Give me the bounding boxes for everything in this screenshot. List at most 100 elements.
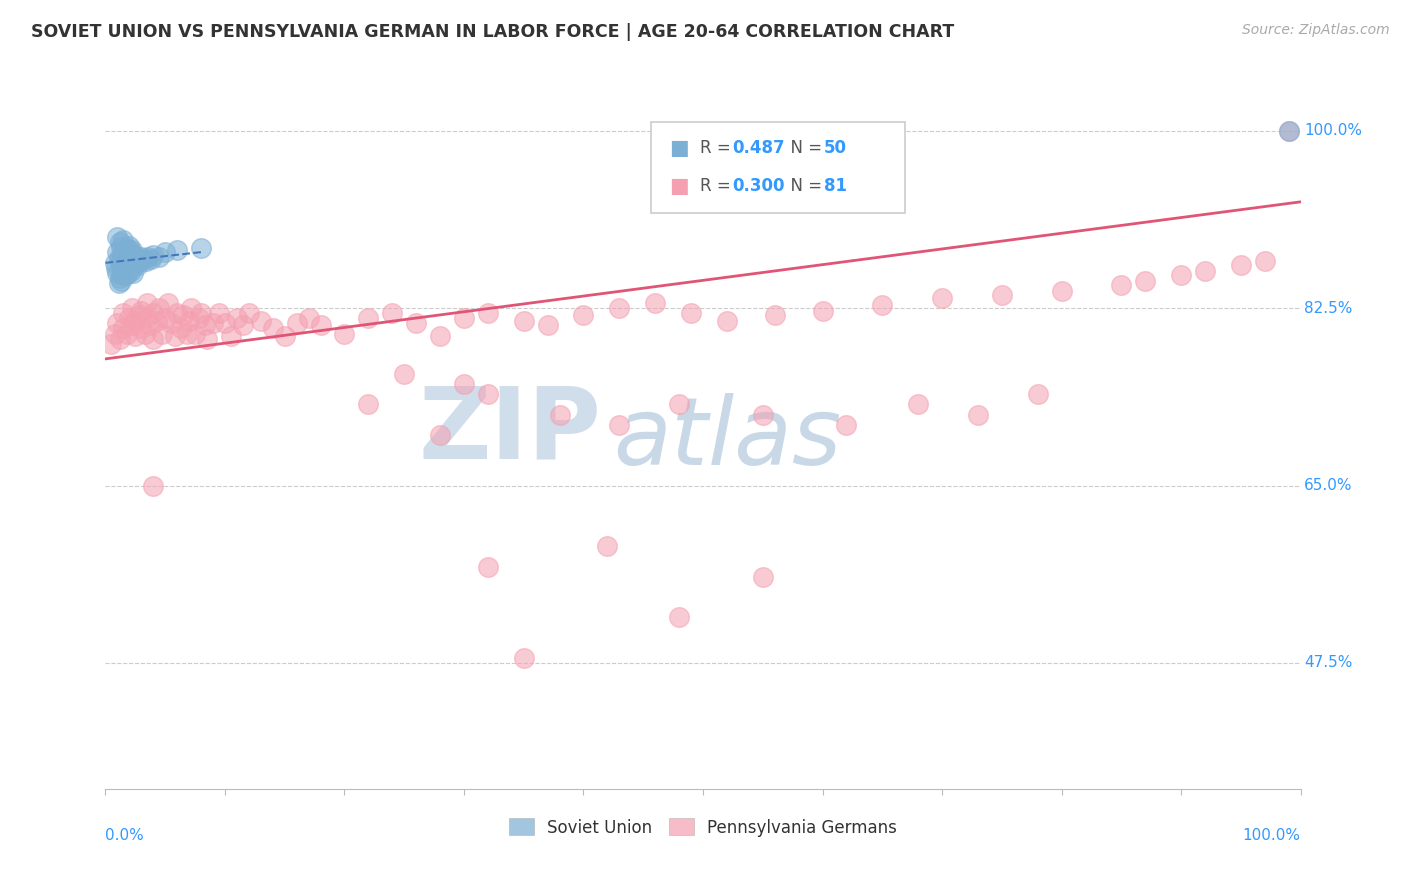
Point bbox=[1026, 387, 1049, 401]
Point bbox=[120, 264, 142, 278]
Point bbox=[142, 332, 165, 346]
Point bbox=[572, 308, 595, 322]
Point bbox=[110, 258, 132, 272]
Point bbox=[142, 306, 165, 320]
Point bbox=[100, 336, 122, 351]
Text: 50: 50 bbox=[824, 139, 846, 157]
Point bbox=[1229, 258, 1251, 272]
Point bbox=[112, 321, 135, 335]
Point bbox=[176, 326, 198, 341]
Point bbox=[381, 306, 404, 320]
Point bbox=[273, 328, 295, 343]
Text: N =: N = bbox=[780, 139, 828, 157]
Point bbox=[298, 311, 321, 326]
Point bbox=[108, 332, 131, 346]
Point bbox=[170, 321, 193, 335]
Point bbox=[114, 260, 136, 274]
Point bbox=[108, 235, 131, 250]
Point bbox=[644, 296, 666, 310]
Point bbox=[104, 326, 127, 341]
Point bbox=[513, 650, 536, 665]
Point bbox=[907, 397, 929, 411]
Point bbox=[112, 268, 135, 282]
Point bbox=[1133, 274, 1156, 288]
Point bbox=[121, 258, 143, 272]
Point bbox=[108, 255, 131, 269]
Point bbox=[1170, 268, 1192, 282]
Point bbox=[931, 291, 953, 305]
Text: 100.0%: 100.0% bbox=[1305, 123, 1362, 138]
Point bbox=[115, 242, 138, 256]
Point bbox=[115, 326, 138, 341]
Point bbox=[180, 301, 202, 316]
Point bbox=[136, 311, 159, 326]
Point bbox=[166, 244, 188, 258]
Point bbox=[513, 314, 536, 328]
Point bbox=[190, 242, 212, 256]
Point bbox=[153, 311, 177, 326]
Text: atlas: atlas bbox=[613, 392, 842, 483]
Point bbox=[122, 266, 145, 280]
Point bbox=[163, 328, 186, 343]
Text: 0.300: 0.300 bbox=[733, 177, 785, 195]
Text: ZIP: ZIP bbox=[419, 383, 602, 480]
Point bbox=[118, 311, 141, 326]
Point bbox=[129, 250, 153, 264]
Point bbox=[128, 253, 150, 268]
Point bbox=[219, 328, 242, 343]
Point bbox=[104, 255, 127, 269]
Point bbox=[214, 317, 236, 331]
Text: R =: R = bbox=[700, 177, 737, 195]
Text: 65.0%: 65.0% bbox=[1305, 478, 1353, 493]
Point bbox=[129, 321, 153, 335]
Point bbox=[111, 247, 134, 261]
Point bbox=[105, 260, 128, 275]
Point bbox=[194, 318, 217, 333]
Point bbox=[107, 251, 129, 265]
Point bbox=[107, 245, 129, 260]
Point bbox=[112, 233, 135, 247]
Point bbox=[139, 252, 162, 266]
Point bbox=[148, 301, 170, 316]
Point bbox=[121, 301, 143, 316]
Point bbox=[1050, 284, 1073, 298]
Point bbox=[146, 314, 169, 328]
Point bbox=[405, 317, 427, 331]
Point bbox=[607, 417, 630, 432]
Point bbox=[129, 304, 153, 318]
Point bbox=[118, 239, 141, 253]
Point bbox=[138, 250, 160, 264]
Text: N =: N = bbox=[780, 177, 828, 195]
Point bbox=[477, 387, 499, 401]
Point bbox=[187, 311, 209, 326]
Point bbox=[392, 367, 416, 381]
Point bbox=[716, 314, 738, 328]
Point bbox=[225, 311, 249, 326]
Point bbox=[115, 258, 138, 272]
Point bbox=[607, 301, 630, 316]
Point bbox=[134, 326, 156, 341]
Point bbox=[122, 250, 145, 264]
Point bbox=[124, 314, 146, 328]
Point bbox=[121, 318, 143, 333]
Point bbox=[751, 569, 773, 583]
Point bbox=[681, 306, 703, 320]
Text: ■: ■ bbox=[669, 138, 689, 158]
Point bbox=[872, 298, 894, 312]
Point bbox=[202, 317, 225, 331]
Point bbox=[1194, 264, 1216, 278]
Point bbox=[142, 247, 165, 261]
Point bbox=[112, 253, 135, 268]
Point bbox=[453, 377, 475, 392]
Point bbox=[1277, 124, 1299, 138]
Text: 82.5%: 82.5% bbox=[1305, 301, 1353, 316]
Point bbox=[548, 408, 571, 422]
Point bbox=[172, 308, 194, 322]
Point bbox=[190, 306, 212, 320]
Point bbox=[148, 250, 170, 264]
Point bbox=[967, 408, 990, 422]
Point bbox=[160, 317, 183, 331]
Text: R =: R = bbox=[700, 139, 737, 157]
Point bbox=[262, 321, 284, 335]
Point bbox=[142, 478, 165, 492]
